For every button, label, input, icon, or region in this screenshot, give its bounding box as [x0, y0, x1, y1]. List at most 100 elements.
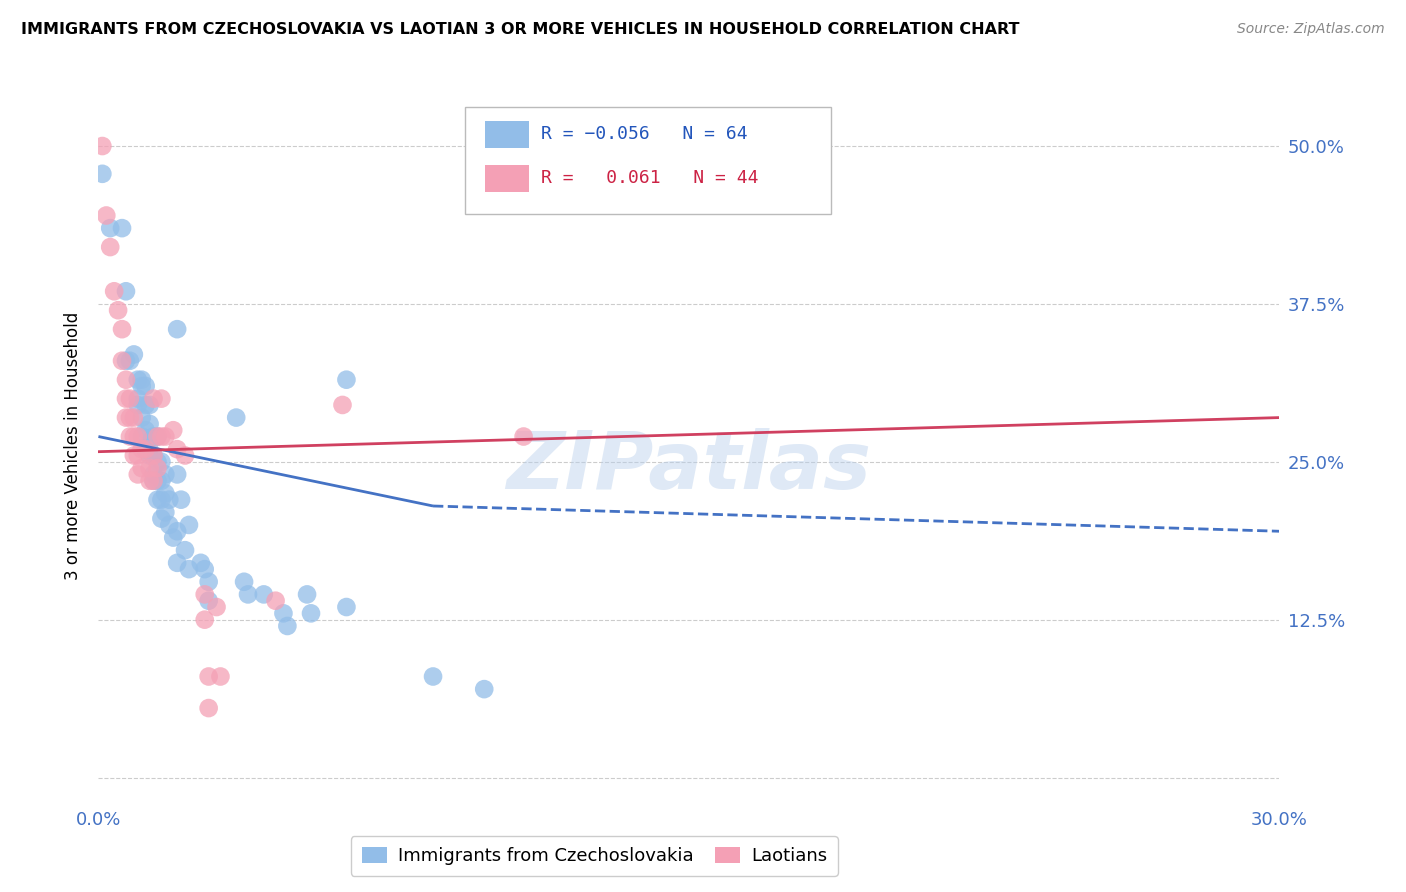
Point	[150, 455, 173, 469]
Point	[166, 442, 188, 457]
Point	[150, 492, 173, 507]
Point	[150, 429, 173, 443]
Point	[142, 429, 165, 443]
Point	[194, 587, 217, 601]
Point	[96, 209, 118, 223]
Point	[118, 410, 141, 425]
Point	[162, 423, 184, 437]
FancyBboxPatch shape	[485, 165, 530, 192]
Text: R = −0.056   N = 64: R = −0.056 N = 64	[541, 125, 748, 143]
Point	[174, 449, 197, 463]
Point	[174, 543, 197, 558]
Point	[131, 461, 153, 475]
Point	[131, 429, 153, 443]
Point	[142, 467, 165, 482]
Point	[98, 221, 121, 235]
Point	[135, 423, 157, 437]
Point	[225, 410, 247, 425]
FancyBboxPatch shape	[464, 107, 831, 214]
Point	[122, 347, 145, 361]
Point	[138, 417, 160, 431]
Point	[127, 467, 149, 482]
Point	[146, 429, 169, 443]
Text: IMMIGRANTS FROM CZECHOSLOVAKIA VS LAOTIAN 3 OR MORE VEHICLES IN HOUSEHOLD CORREL: IMMIGRANTS FROM CZECHOSLOVAKIA VS LAOTIA…	[21, 22, 1019, 37]
Point	[177, 517, 200, 532]
Point	[197, 574, 219, 589]
Point	[115, 392, 138, 406]
Point	[422, 669, 444, 683]
Point	[146, 474, 169, 488]
Point	[236, 587, 259, 601]
Point	[264, 593, 287, 607]
Point	[155, 505, 177, 519]
Point	[155, 486, 177, 500]
Point	[127, 373, 149, 387]
Point	[107, 303, 129, 318]
Point	[91, 139, 114, 153]
Point	[111, 353, 134, 368]
Point	[157, 517, 180, 532]
Point	[205, 600, 228, 615]
Point	[138, 449, 160, 463]
Point	[131, 410, 153, 425]
Point	[91, 167, 114, 181]
Point	[472, 682, 495, 697]
Point	[332, 398, 354, 412]
Point	[138, 398, 160, 412]
Point	[115, 285, 138, 299]
Point	[122, 429, 145, 443]
Point	[273, 607, 295, 621]
Point	[253, 587, 276, 601]
Point	[146, 455, 169, 469]
Point	[135, 442, 157, 457]
Point	[150, 511, 173, 525]
Point	[118, 392, 141, 406]
Point	[142, 449, 165, 463]
Legend: Immigrants from Czechoslovakia, Laotians: Immigrants from Czechoslovakia, Laotians	[352, 836, 838, 876]
Point	[146, 492, 169, 507]
Point	[138, 474, 160, 488]
Point	[150, 392, 173, 406]
Point	[118, 429, 141, 443]
Text: R =   0.061   N = 44: R = 0.061 N = 44	[541, 169, 759, 187]
Point	[142, 392, 165, 406]
Point	[103, 285, 125, 299]
Point	[146, 461, 169, 475]
Point	[162, 531, 184, 545]
Point	[150, 474, 173, 488]
Point	[127, 449, 149, 463]
Point	[295, 587, 318, 601]
Point	[138, 461, 160, 475]
Point	[142, 474, 165, 488]
Text: ZIPatlas: ZIPatlas	[506, 428, 872, 507]
Point	[209, 669, 232, 683]
Point	[111, 322, 134, 336]
Point	[115, 353, 138, 368]
Point	[131, 442, 153, 457]
Point	[131, 373, 153, 387]
Point	[197, 669, 219, 683]
Point	[131, 379, 153, 393]
Point	[155, 429, 177, 443]
Point	[335, 600, 357, 615]
Point	[115, 410, 138, 425]
Point	[115, 373, 138, 387]
Point	[166, 524, 188, 539]
Point	[122, 449, 145, 463]
Y-axis label: 3 or more Vehicles in Household: 3 or more Vehicles in Household	[65, 312, 83, 580]
Point	[127, 392, 149, 406]
Point	[166, 322, 188, 336]
Point	[197, 593, 219, 607]
Point	[166, 556, 188, 570]
Point	[98, 240, 121, 254]
Point	[118, 353, 141, 368]
Point	[135, 398, 157, 412]
Point	[166, 467, 188, 482]
Point	[122, 410, 145, 425]
Point	[111, 221, 134, 235]
Text: Source: ZipAtlas.com: Source: ZipAtlas.com	[1237, 22, 1385, 37]
Point	[142, 449, 165, 463]
Point	[142, 474, 165, 488]
Point	[194, 613, 217, 627]
Point	[127, 398, 149, 412]
